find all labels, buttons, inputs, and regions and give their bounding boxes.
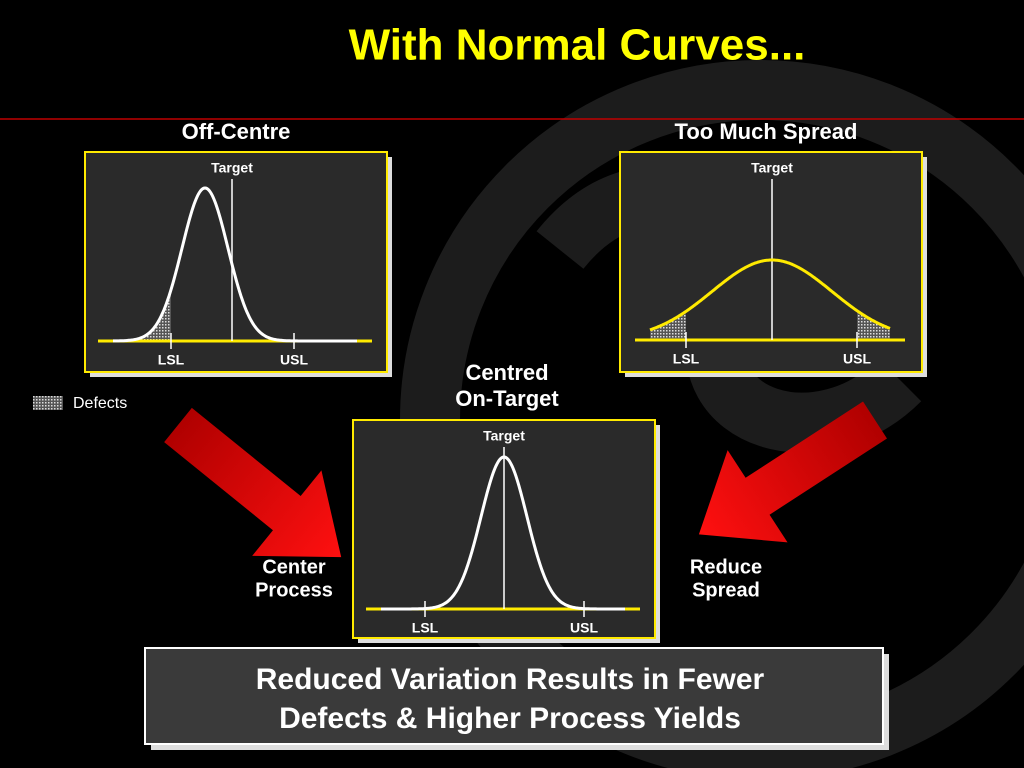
target-label: Target	[483, 428, 525, 444]
panel-heading: Too Much Spread	[675, 119, 858, 144]
panel-heading: Off-Centre	[182, 119, 291, 144]
panel	[84, 151, 388, 373]
conclusion-box	[144, 647, 884, 745]
defect-area	[113, 289, 171, 341]
spec-label: USL	[280, 352, 308, 368]
arrow-right	[698, 401, 887, 543]
arrow-left	[164, 407, 342, 558]
action-text: Center	[262, 556, 326, 578]
action-text: Process	[255, 579, 333, 601]
action-text: Spread	[692, 579, 760, 601]
action-text: Reduce	[690, 556, 762, 578]
normal-curve	[649, 258, 891, 332]
target-label: Target	[751, 160, 793, 176]
spec-label: LSL	[412, 620, 439, 636]
spec-label: USL	[570, 620, 598, 636]
panel-heading: Centred	[465, 360, 548, 385]
defect-area	[857, 310, 890, 340]
panel-heading: On-Target	[455, 386, 559, 411]
spec-label: LSL	[673, 351, 700, 367]
normal-curve	[113, 186, 357, 343]
target-label: Target	[211, 160, 253, 176]
spec-label: LSL	[158, 352, 185, 368]
conclusion-text: Defects & Higher Process Yields	[279, 702, 741, 735]
conclusion-text: Reduced Variation Results in Fewer	[256, 663, 765, 696]
spec-label: USL	[843, 351, 871, 367]
legend-swatch	[33, 396, 63, 410]
legend-label: Defects	[73, 395, 127, 412]
slide-title: With Normal Curves...	[349, 21, 806, 70]
